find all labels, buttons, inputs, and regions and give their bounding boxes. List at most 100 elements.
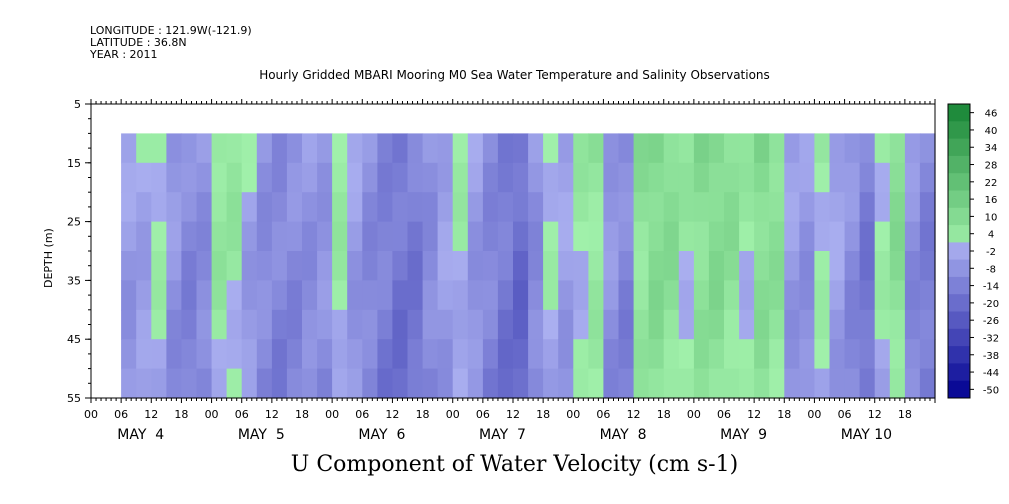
- heatmap-cell: [166, 133, 183, 164]
- heatmap-cell: [859, 280, 876, 311]
- heatmap-cell: [844, 339, 861, 370]
- colorbar-label: 34: [985, 143, 998, 154]
- heatmap-cell: [784, 339, 800, 370]
- x-day-label: MAY 10: [841, 427, 892, 443]
- heatmap-cell: [889, 221, 906, 252]
- heatmap-cell: [618, 221, 635, 252]
- heatmap-cell: [482, 339, 499, 370]
- heatmap-cell: [332, 368, 348, 399]
- heatmap-cell: [573, 368, 589, 399]
- heatmap-cell: [799, 309, 816, 340]
- longitude-label: LONGITUDE : 121.9W(-121.9): [90, 24, 252, 37]
- heatmap-cell: [347, 192, 363, 223]
- x-day-label: MAY 4: [117, 427, 164, 443]
- heatmap-cell: [437, 368, 454, 399]
- heatmap-cell: [256, 162, 273, 193]
- heatmap-cell: [678, 251, 695, 281]
- heatmap-cell: [513, 192, 529, 223]
- heatmap-cell: [136, 192, 152, 223]
- heatmap-cell: [497, 221, 514, 252]
- heatmap-cell: [618, 162, 635, 193]
- heatmap-cell: [196, 251, 213, 281]
- colorbar-swatch: [948, 138, 970, 157]
- heatmap-cell: [392, 133, 409, 164]
- heatmap-cell: [739, 162, 755, 193]
- heatmap-cell: [678, 192, 695, 223]
- heatmap-cell: [347, 309, 363, 340]
- y-axis-ticks: 5 15 25 35 45 55: [67, 98, 91, 405]
- heatmap-cell: [332, 280, 348, 311]
- heatmap-cell: [377, 192, 394, 223]
- heatmap-cell: [769, 133, 785, 164]
- heatmap-cell: [226, 221, 243, 252]
- x-hour-label: 18: [416, 408, 430, 421]
- heatmap-cell: [226, 309, 243, 340]
- heatmap-field: [121, 133, 936, 399]
- x-hour-label: 12: [506, 408, 520, 421]
- heatmap-cell: [241, 309, 258, 340]
- y-axis-label: DEPTH (m): [42, 228, 55, 288]
- heatmap-cell: [543, 162, 559, 193]
- heatmap-cell: [769, 280, 785, 311]
- heatmap-cell: [452, 133, 469, 164]
- heatmap-cell: [663, 221, 680, 252]
- heatmap-cell: [904, 368, 921, 399]
- colorbar-label: -8: [986, 264, 996, 275]
- heatmap-cell: [151, 133, 167, 164]
- x-hour-label: 06: [838, 408, 852, 421]
- heatmap-cell: [618, 309, 635, 340]
- heatmap-cell: [693, 339, 710, 370]
- heatmap-cell: [784, 368, 800, 399]
- heatmap-cell: [919, 133, 936, 164]
- heatmap-cell: [648, 339, 665, 370]
- x-hour-label: 00: [84, 408, 98, 421]
- heatmap-cell: [286, 280, 303, 311]
- heatmap-cell: [196, 280, 213, 311]
- heatmap-cell: [558, 133, 574, 164]
- heatmap-cell: [919, 339, 936, 370]
- heatmap-cell: [181, 368, 198, 399]
- heatmap-cell: [513, 309, 529, 340]
- heatmap-cell: [452, 251, 469, 281]
- heatmap-cell: [166, 339, 183, 370]
- heatmap-cell: [904, 251, 921, 281]
- heatmap-cell: [754, 280, 770, 311]
- colorbar-label: 4: [988, 230, 994, 241]
- heatmap-cell: [708, 280, 725, 311]
- heatmap-cell: [302, 221, 318, 252]
- y-tick-label: 35: [67, 274, 81, 287]
- heatmap-cell: [377, 339, 394, 370]
- heatmap-cell: [904, 133, 921, 164]
- x-hour-label: 06: [114, 408, 128, 421]
- heatmap-cell: [739, 309, 755, 340]
- heatmap-cell: [497, 280, 514, 311]
- heatmap-cell: [467, 339, 484, 370]
- heatmap-cell: [467, 133, 484, 164]
- x-hour-label: 00: [446, 408, 460, 421]
- heatmap-cell: [528, 280, 544, 311]
- heatmap-cell: [422, 192, 439, 223]
- heatmap-cell: [558, 339, 574, 370]
- heatmap-cell: [181, 162, 198, 193]
- heatmap-cell: [829, 133, 846, 164]
- heatmap-cell: [904, 221, 921, 252]
- heatmap-cell: [739, 192, 755, 223]
- heatmap-cell: [724, 251, 740, 281]
- heatmap-cell: [347, 251, 363, 281]
- heatmap-cell: [588, 368, 605, 399]
- heatmap-cell: [211, 221, 228, 252]
- heatmap-cell: [271, 339, 288, 370]
- heatmap-cell: [302, 339, 318, 370]
- heatmap-cell: [814, 192, 831, 223]
- heatmap-cell: [573, 133, 589, 164]
- heatmap-cell: [663, 162, 680, 193]
- heatmap-cell: [286, 368, 303, 399]
- heatmap-cell: [181, 309, 198, 340]
- heatmap-cell: [708, 339, 725, 370]
- heatmap-cell: [241, 368, 258, 399]
- heatmap-cell: [226, 280, 243, 311]
- heatmap-cell: [558, 221, 574, 252]
- chart-title: Hourly Gridded MBARI Mooring M0 Sea Wate…: [259, 68, 770, 82]
- heatmap-cell: [633, 133, 650, 164]
